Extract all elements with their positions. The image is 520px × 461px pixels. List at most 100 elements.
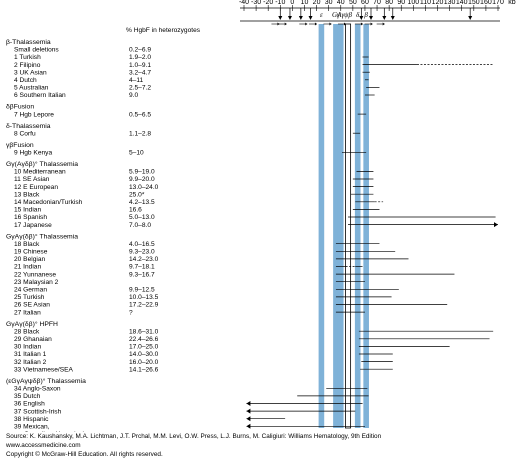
row-label: 23 Malaysian 2 (14, 279, 59, 286)
deletion-arrow-left (246, 401, 251, 406)
row-label: 30 Indian (14, 344, 41, 351)
hgbf-value: 4–11 (129, 77, 144, 84)
hgbf-value: 4.0–16.5 (129, 241, 155, 248)
hgbf-value: 14.2–23.0 (129, 256, 159, 263)
hgbf-value: 9.9–20.0 (129, 176, 155, 183)
hgbf-value: 14.1–26.6 (129, 366, 159, 373)
axis-tick-label: -30 (251, 0, 261, 6)
axis-tick-label: -20 (263, 0, 273, 6)
row-label: 2 Filipino (14, 62, 41, 69)
gene-bar (337, 24, 344, 428)
row-label: 35 Dutch (14, 393, 41, 400)
hypersensitive-site-arrowhead (382, 16, 387, 20)
hgbf-value: 9.3–23.0 (129, 249, 155, 256)
axis-tick-label: 20 (313, 0, 321, 6)
hypersensitive-site-arrowhead (298, 16, 303, 20)
hypersensitive-site-arrowhead (308, 16, 313, 20)
hgbf-value: 17.0–25.0 (129, 344, 159, 351)
gene-direction-arrowhead (284, 22, 287, 26)
deletion-arrow-left (246, 408, 251, 414)
hgbf-value: 5.9–19.0 (129, 169, 155, 176)
gene-direction-arrowhead (305, 22, 308, 26)
axis-tick-label: 70 (373, 0, 381, 6)
row-label: 29 Ghanaian (14, 336, 52, 343)
axis-tick-label: 100 (407, 0, 419, 6)
gene-direction-arrowhead (277, 22, 280, 26)
axis-tick-label: 130 (444, 0, 456, 6)
row-label: 34 Anglo-Saxon (14, 386, 61, 393)
axis-tick-label: 120 (432, 0, 444, 6)
row-label: 20 Belgian (14, 256, 45, 263)
gene-label: β (363, 11, 368, 19)
hypersensitive-site-arrowhead (390, 16, 395, 20)
row-label: 11 SE Asian (14, 176, 50, 183)
hypersensitive-site-arrowhead (369, 16, 373, 20)
section-header: (εGγAγψδβ)° Thalassemia (6, 377, 86, 385)
gene-label: Gγ (332, 11, 340, 19)
hgbf-value: 1.1–2.8 (129, 130, 151, 137)
gene-label: ε (320, 11, 323, 19)
gene-bar (318, 24, 325, 428)
row-label: 3 UK Asian (14, 69, 47, 76)
row-label: 19 Chinese (14, 249, 48, 256)
row-label: 28 Black (14, 328, 40, 335)
row-label-continued: Canadian, Yugoslavian (24, 431, 92, 432)
hgbf-value: 2.5–7.2 (129, 85, 151, 92)
axis-unit-label: kb (508, 0, 516, 6)
hgbf-value: 3.2–4.7 (129, 69, 151, 76)
hgbf-value: ? (129, 309, 133, 316)
gene-bar (333, 24, 339, 428)
hgbf-value: 17.2–22.9 (129, 302, 159, 309)
gene-direction-arrowhead (343, 22, 346, 26)
row-label: 36 English (14, 401, 45, 408)
row-label: 5 Australian (14, 85, 49, 92)
axis-tick-label: -10 (275, 0, 285, 6)
row-label: 8 Corfu (14, 130, 36, 137)
deletion-arrow-right (494, 222, 498, 228)
axis-tick-label: 60 (361, 0, 369, 6)
gene-label: Aγ (336, 11, 344, 19)
hgbf-value: 7.0–8.0 (129, 222, 151, 229)
row-label: 33 Vietnamese/SEA (14, 366, 73, 373)
gene-direction-arrowhead (314, 22, 317, 26)
deletion-arrow-left (246, 416, 251, 422)
section-header: γβFusion (6, 142, 34, 149)
row-label: 27 Italian (14, 309, 41, 316)
gene-label: δ (356, 11, 360, 19)
row-label: 16 Spanish (14, 214, 47, 221)
row-label: 14 Macedonian/Turkish (14, 199, 83, 206)
hgbf-value: 16.6 (129, 207, 142, 214)
row-label: 25 Turkish (14, 294, 45, 301)
hypersensitive-site-arrowhead (468, 16, 473, 20)
row-label: 24 German (14, 287, 47, 294)
gene-bar (354, 24, 361, 428)
axis-tick-label: 110 (420, 0, 431, 6)
row-label: 12 E European (14, 184, 58, 191)
row-label: 38 Hispanic (14, 416, 49, 423)
hgbf-value: 9.7–18.1 (129, 264, 155, 271)
row-label: 26 SE Asian (14, 302, 50, 309)
section-header: β-Thalassemia (6, 39, 51, 46)
hgbf-value: 22.4–26.6 (129, 336, 159, 343)
axis-tick-label: 50 (349, 0, 357, 6)
axis-tick-label: 10 (301, 0, 309, 6)
hypersensitive-site-arrowhead (278, 16, 283, 20)
section-header: GγAγ(δβ)° HPFH (6, 320, 58, 328)
row-label: 32 Italian 2 (14, 359, 47, 366)
row-label: 22 Yunnanese (14, 271, 56, 278)
row-label: 15 Indian (14, 207, 41, 214)
hgbf-value: 9.0 (129, 92, 138, 99)
section-header: GγAγ(δβ)° Thalassemia (6, 232, 78, 240)
row-label: 39 Mexican, (14, 424, 50, 431)
section-header: δβFusion (6, 104, 34, 111)
source-website: www.accessmedicine.com (6, 442, 81, 450)
hgbf-value: 1.0–9.1 (129, 62, 151, 69)
axis-tick-label: 0 (290, 0, 294, 6)
hgbf-value: 14.0–30.0 (129, 351, 159, 358)
axis-tick-label: 170 (492, 0, 504, 6)
hgbf-value: 18.6–31.0 (129, 328, 159, 335)
row-label: 31 Italian 1 (14, 351, 47, 358)
gene-bar (363, 24, 369, 428)
hgbf-value: 16.0–20.0 (129, 359, 159, 366)
